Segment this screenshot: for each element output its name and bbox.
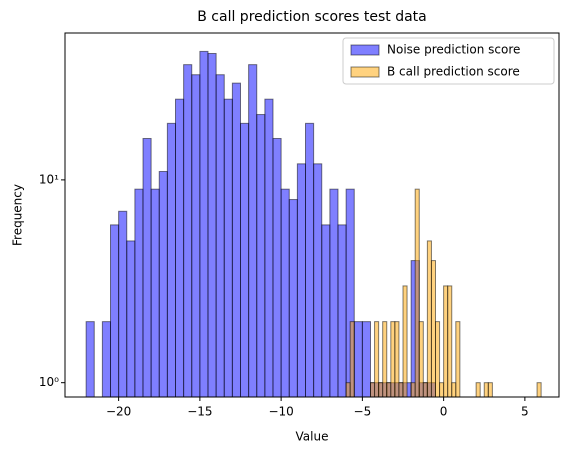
legend-swatch — [350, 66, 380, 78]
bar — [536, 382, 542, 398]
x-axis-label: Value — [296, 430, 329, 444]
bar — [215, 74, 225, 398]
bar — [487, 382, 493, 398]
bar — [183, 64, 193, 398]
bar — [410, 382, 416, 398]
bar — [439, 382, 445, 398]
bar — [118, 210, 128, 398]
bar — [390, 321, 396, 398]
bar — [305, 122, 315, 398]
y-tick-label: 10⁰ — [39, 375, 59, 389]
bar — [231, 82, 241, 398]
bar — [207, 52, 217, 398]
bar — [414, 188, 420, 398]
bar — [447, 285, 453, 398]
bar — [313, 163, 323, 398]
legend-label: Noise prediction score — [387, 43, 520, 57]
bar — [296, 163, 306, 398]
bar — [443, 285, 449, 398]
bar — [422, 382, 428, 398]
y-axis-label: Frequency — [11, 184, 25, 246]
bar — [175, 98, 185, 398]
bar — [134, 188, 144, 398]
bar — [483, 382, 489, 398]
bar — [402, 285, 408, 398]
legend-label: B call prediction score — [387, 65, 520, 79]
bar — [398, 382, 404, 398]
bar — [382, 321, 388, 398]
bar — [455, 321, 461, 398]
bar — [272, 137, 282, 398]
y-tick-label: 10¹ — [39, 172, 59, 186]
x-tick-label: −15 — [187, 405, 212, 419]
bar — [126, 240, 136, 398]
x-tick-label: −20 — [106, 405, 131, 419]
bar — [199, 50, 209, 398]
bar — [280, 188, 290, 398]
bar — [101, 321, 111, 398]
bar — [430, 260, 436, 398]
bar — [150, 188, 160, 398]
legend-box — [342, 37, 555, 85]
bar — [288, 199, 298, 398]
bar — [191, 74, 201, 398]
bar — [223, 98, 233, 398]
bar — [418, 321, 424, 398]
x-tick-label: −5 — [354, 405, 372, 419]
bar — [345, 382, 351, 398]
plot-frame — [64, 32, 560, 398]
bar — [321, 224, 331, 398]
bar — [361, 321, 371, 398]
bar — [475, 382, 481, 398]
bar — [386, 382, 392, 398]
bar — [256, 114, 266, 398]
bar — [166, 122, 176, 398]
bar — [349, 321, 355, 398]
x-tick-label: 0 — [440, 405, 448, 419]
bar — [264, 98, 274, 398]
bar — [370, 382, 376, 398]
legend-swatch — [350, 44, 380, 56]
bar — [110, 224, 120, 398]
chart-title: B call prediction scores test data — [197, 9, 426, 25]
bar — [426, 240, 432, 398]
bar — [374, 321, 380, 398]
bar — [394, 321, 400, 398]
bar — [451, 382, 457, 398]
bar — [353, 321, 363, 398]
bar — [337, 224, 347, 398]
bar — [248, 64, 258, 398]
x-tick-label: 5 — [521, 405, 529, 419]
bar — [435, 321, 441, 398]
x-tick-label: −10 — [268, 405, 293, 419]
bar — [142, 137, 152, 398]
bar — [240, 122, 250, 398]
bar — [158, 170, 168, 398]
bar — [378, 382, 384, 398]
bar — [85, 321, 95, 398]
bar — [329, 188, 339, 398]
